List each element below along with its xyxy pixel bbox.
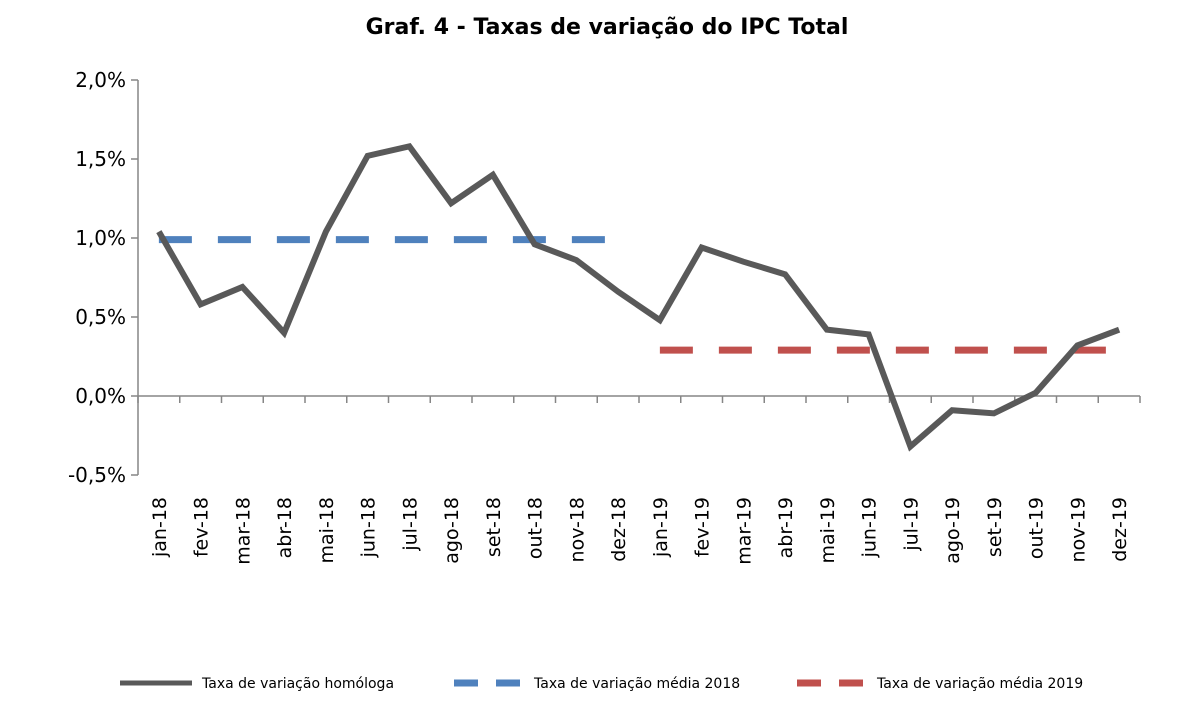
y-tick-label: 1,0% — [75, 226, 126, 250]
x-tick-label: jun-18 — [358, 497, 380, 558]
x-tick-label: abr-18 — [274, 497, 296, 558]
legend-label: Taxa de variação média 2018 — [533, 676, 740, 692]
x-tick-label: nov-19 — [1067, 497, 1089, 562]
x-tick-label: jul-19 — [900, 497, 922, 552]
x-tick-label: mar-18 — [232, 497, 254, 565]
x-tick-label: abr-19 — [775, 497, 797, 558]
legend-label: Taxa de variação média 2019 — [876, 676, 1083, 692]
x-tick-label: dez-18 — [608, 497, 630, 562]
x-tick-label: fev-19 — [692, 497, 714, 557]
y-tick-label: 0,5% — [75, 305, 126, 329]
x-tick-label: mar-19 — [733, 497, 755, 565]
x-tick-label: jan-19 — [650, 497, 672, 558]
x-tick-label: jul-18 — [399, 497, 421, 552]
x-tick-label: out-18 — [525, 497, 547, 559]
x-tick-label: mai-18 — [316, 497, 338, 563]
x-tick-label: jun-19 — [859, 497, 881, 558]
y-tick-label: 0,0% — [75, 384, 126, 408]
series-line-0 — [156, 142, 1121, 452]
x-tick-label: ago-19 — [942, 497, 964, 564]
x-tick-label: ago-18 — [441, 497, 463, 564]
y-tick-label: 1,5% — [75, 147, 126, 171]
legend-label: Taxa de variação homóloga — [201, 676, 394, 692]
x-tick-label: fev-18 — [191, 497, 213, 557]
x-tick-label: nov-18 — [566, 497, 588, 562]
x-tick-label: mai-19 — [817, 497, 839, 563]
chart-title: Graf. 4 - Taxas de variação do IPC Total — [366, 15, 849, 40]
x-tick-label: jan-18 — [149, 497, 171, 558]
x-tick-label: set-18 — [483, 497, 505, 557]
x-tick-label: out-19 — [1026, 497, 1048, 559]
x-tick-label: dez-19 — [1109, 497, 1131, 562]
x-tick-label: set-19 — [984, 497, 1006, 557]
y-tick-label: -0,5% — [68, 463, 126, 487]
y-tick-label: 2,0% — [75, 68, 126, 92]
